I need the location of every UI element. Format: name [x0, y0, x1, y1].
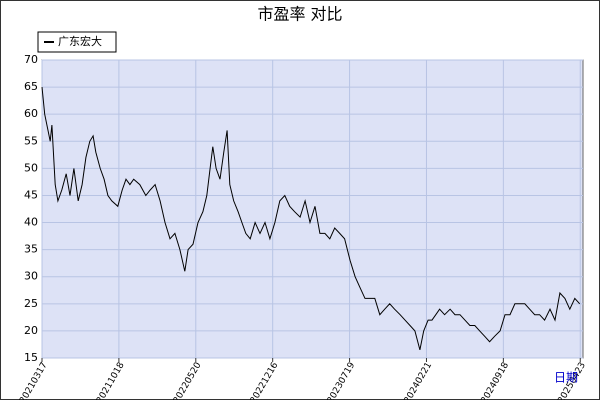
legend: 广东宏大 [37, 31, 117, 53]
line-series [41, 87, 581, 351]
legend-box [37, 31, 117, 53]
y-tick-label: 55 [24, 134, 38, 147]
x-axis-label: 日期 [554, 371, 578, 385]
y-tick-label: 25 [24, 297, 38, 310]
y-tick-label: 20 [24, 324, 38, 337]
y-tick-label: 45 [24, 188, 38, 201]
y-tick-label: 30 [24, 270, 38, 283]
y-tick-label: 40 [24, 216, 38, 229]
legend-label: 广东宏大 [58, 34, 102, 48]
y-tick-label: 60 [24, 107, 38, 120]
y-tick-label: 70 [24, 53, 38, 66]
plot-area [41, 59, 584, 359]
y-tick-label: 35 [24, 243, 38, 256]
y-tick-label: 65 [24, 80, 38, 93]
y-tick-label: 15 [24, 351, 38, 364]
chart-title: 市盈率 对比 [257, 5, 342, 24]
y-tick-label: 50 [24, 161, 38, 174]
